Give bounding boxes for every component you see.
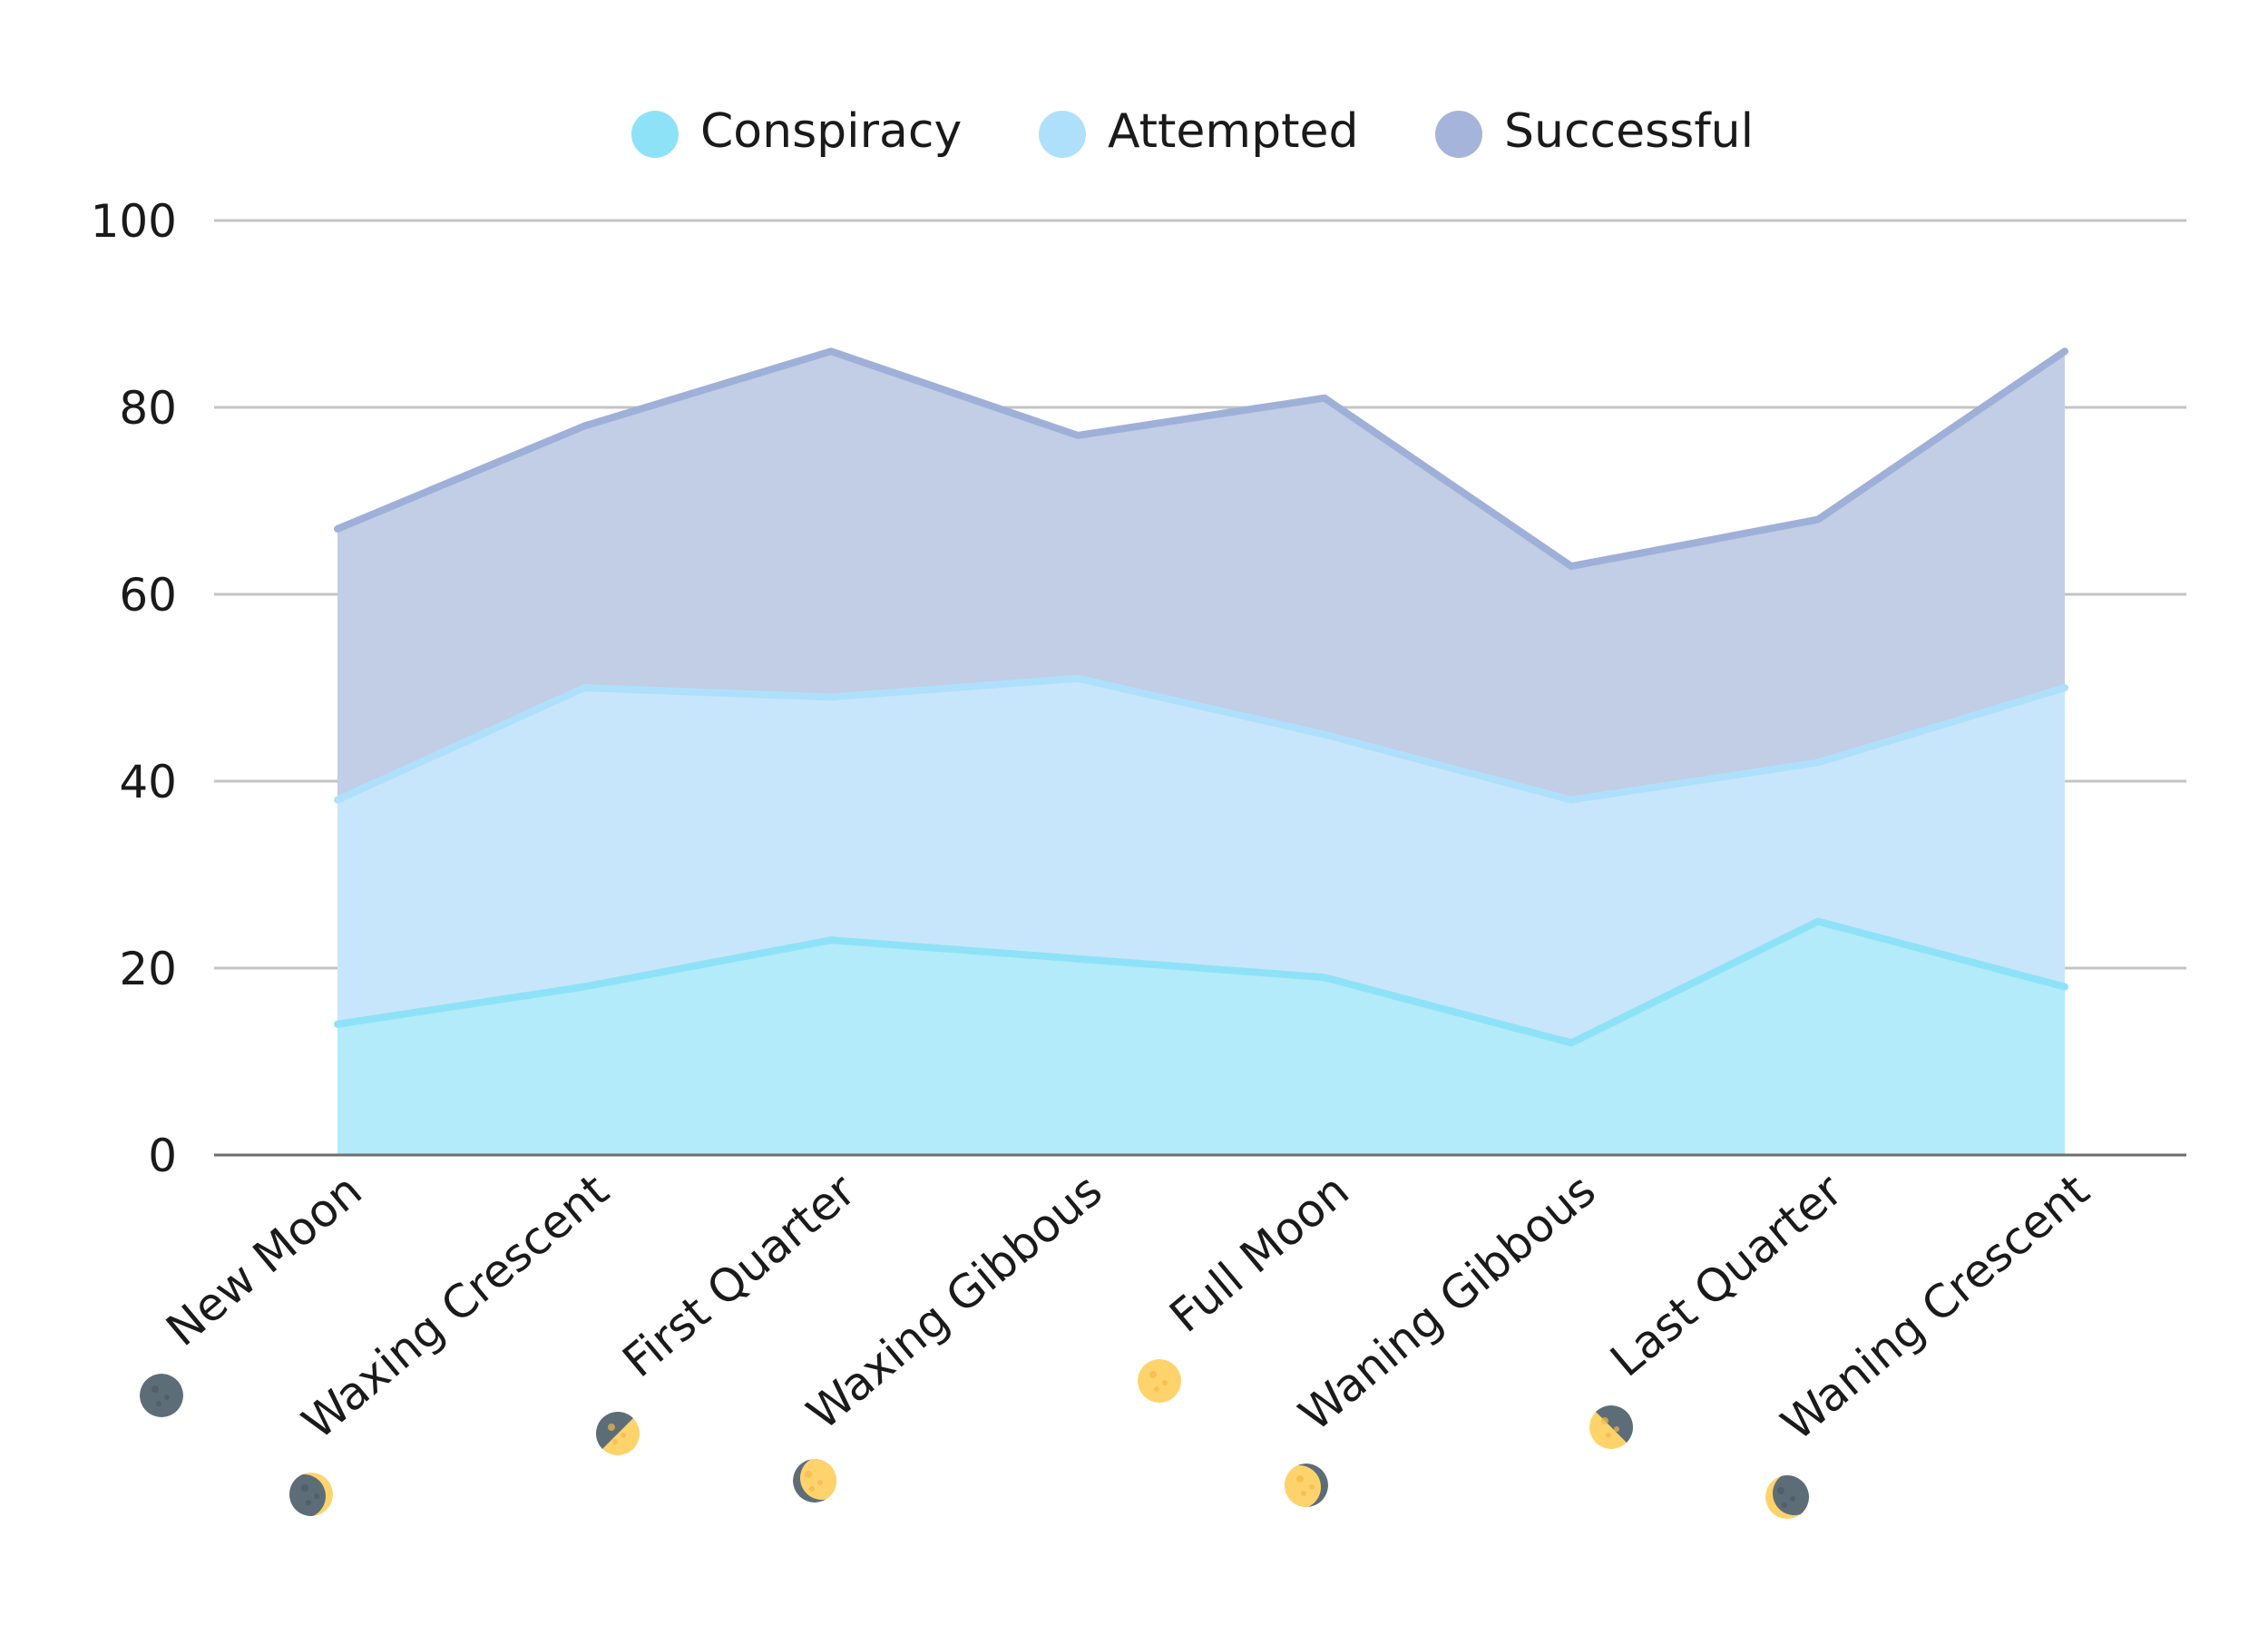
y-tick-label-0: 0 bbox=[148, 1130, 177, 1182]
point-conspiracy-6 bbox=[1818, 921, 1819, 922]
point-successful-3 bbox=[1078, 435, 1079, 436]
point-attempted-1 bbox=[584, 688, 585, 689]
line-conspiracy bbox=[334, 917, 2068, 1047]
y-tick-label-60: 60 bbox=[119, 569, 177, 622]
point-conspiracy-3 bbox=[1078, 958, 1079, 959]
line-attempted bbox=[334, 674, 2068, 804]
series-areas bbox=[337, 351, 2065, 1155]
point-attempted-7 bbox=[2065, 688, 2066, 689]
series-lines bbox=[334, 348, 2068, 1047]
line-successful bbox=[334, 348, 2068, 571]
point-attempted-5 bbox=[1571, 799, 1572, 800]
legend-label-attempted: Attempted bbox=[1108, 104, 1358, 159]
legend: Conspiracy Attempted Successful bbox=[631, 104, 1754, 159]
point-conspiracy-2 bbox=[831, 940, 832, 941]
y-axis-ticks: 0 20 40 60 80 100 bbox=[91, 195, 177, 1182]
legend-label-conspiracy: Conspiracy bbox=[700, 104, 962, 159]
point-attempted-6 bbox=[1818, 762, 1819, 763]
full-moon-icon bbox=[1138, 1359, 1181, 1403]
y-tick-label-80: 80 bbox=[119, 382, 177, 435]
point-successful-6 bbox=[1818, 519, 1819, 520]
y-tick-label-40: 40 bbox=[119, 756, 177, 808]
point-successful-0 bbox=[337, 528, 338, 529]
point-conspiracy-1 bbox=[584, 986, 585, 987]
point-conspiracy-7 bbox=[2065, 986, 2066, 987]
x-tick-label-0: New Moon bbox=[157, 1164, 372, 1356]
legend-swatch-conspiracy bbox=[631, 111, 679, 158]
point-attempted-2 bbox=[831, 697, 832, 698]
point-successful-5 bbox=[1571, 566, 1572, 567]
y-tick-label-20: 20 bbox=[119, 943, 177, 995]
waning-crescent-moon-icon bbox=[1765, 1475, 1809, 1519]
last-quarter-moon-icon bbox=[1589, 1405, 1633, 1449]
point-successful-7 bbox=[2065, 351, 2066, 352]
waning-gibbous-moon-icon bbox=[1285, 1463, 1328, 1507]
y-tick-label-100: 100 bbox=[91, 195, 177, 248]
point-conspiracy-0 bbox=[337, 1023, 338, 1024]
point-attempted-0 bbox=[337, 799, 338, 800]
waxing-gibbous-moon-icon bbox=[793, 1459, 836, 1503]
first-quarter-moon-icon bbox=[596, 1412, 640, 1455]
legend-swatch-successful bbox=[1435, 111, 1482, 158]
x-tick-label-2: First Quarter bbox=[613, 1163, 865, 1387]
area-conspiracy bbox=[337, 921, 2065, 1155]
x-tick-label-6: Last Quarter bbox=[1600, 1163, 1853, 1386]
legend-swatch-attempted bbox=[1039, 111, 1086, 158]
legend-label-successful: Successful bbox=[1504, 104, 1754, 159]
new-moon-icon bbox=[140, 1374, 183, 1417]
point-successful-2 bbox=[831, 351, 832, 352]
x-tick-label-4: Full Moon bbox=[1160, 1164, 1359, 1343]
waxing-crescent-moon-icon bbox=[289, 1473, 333, 1516]
point-attempted-3 bbox=[1078, 678, 1079, 679]
